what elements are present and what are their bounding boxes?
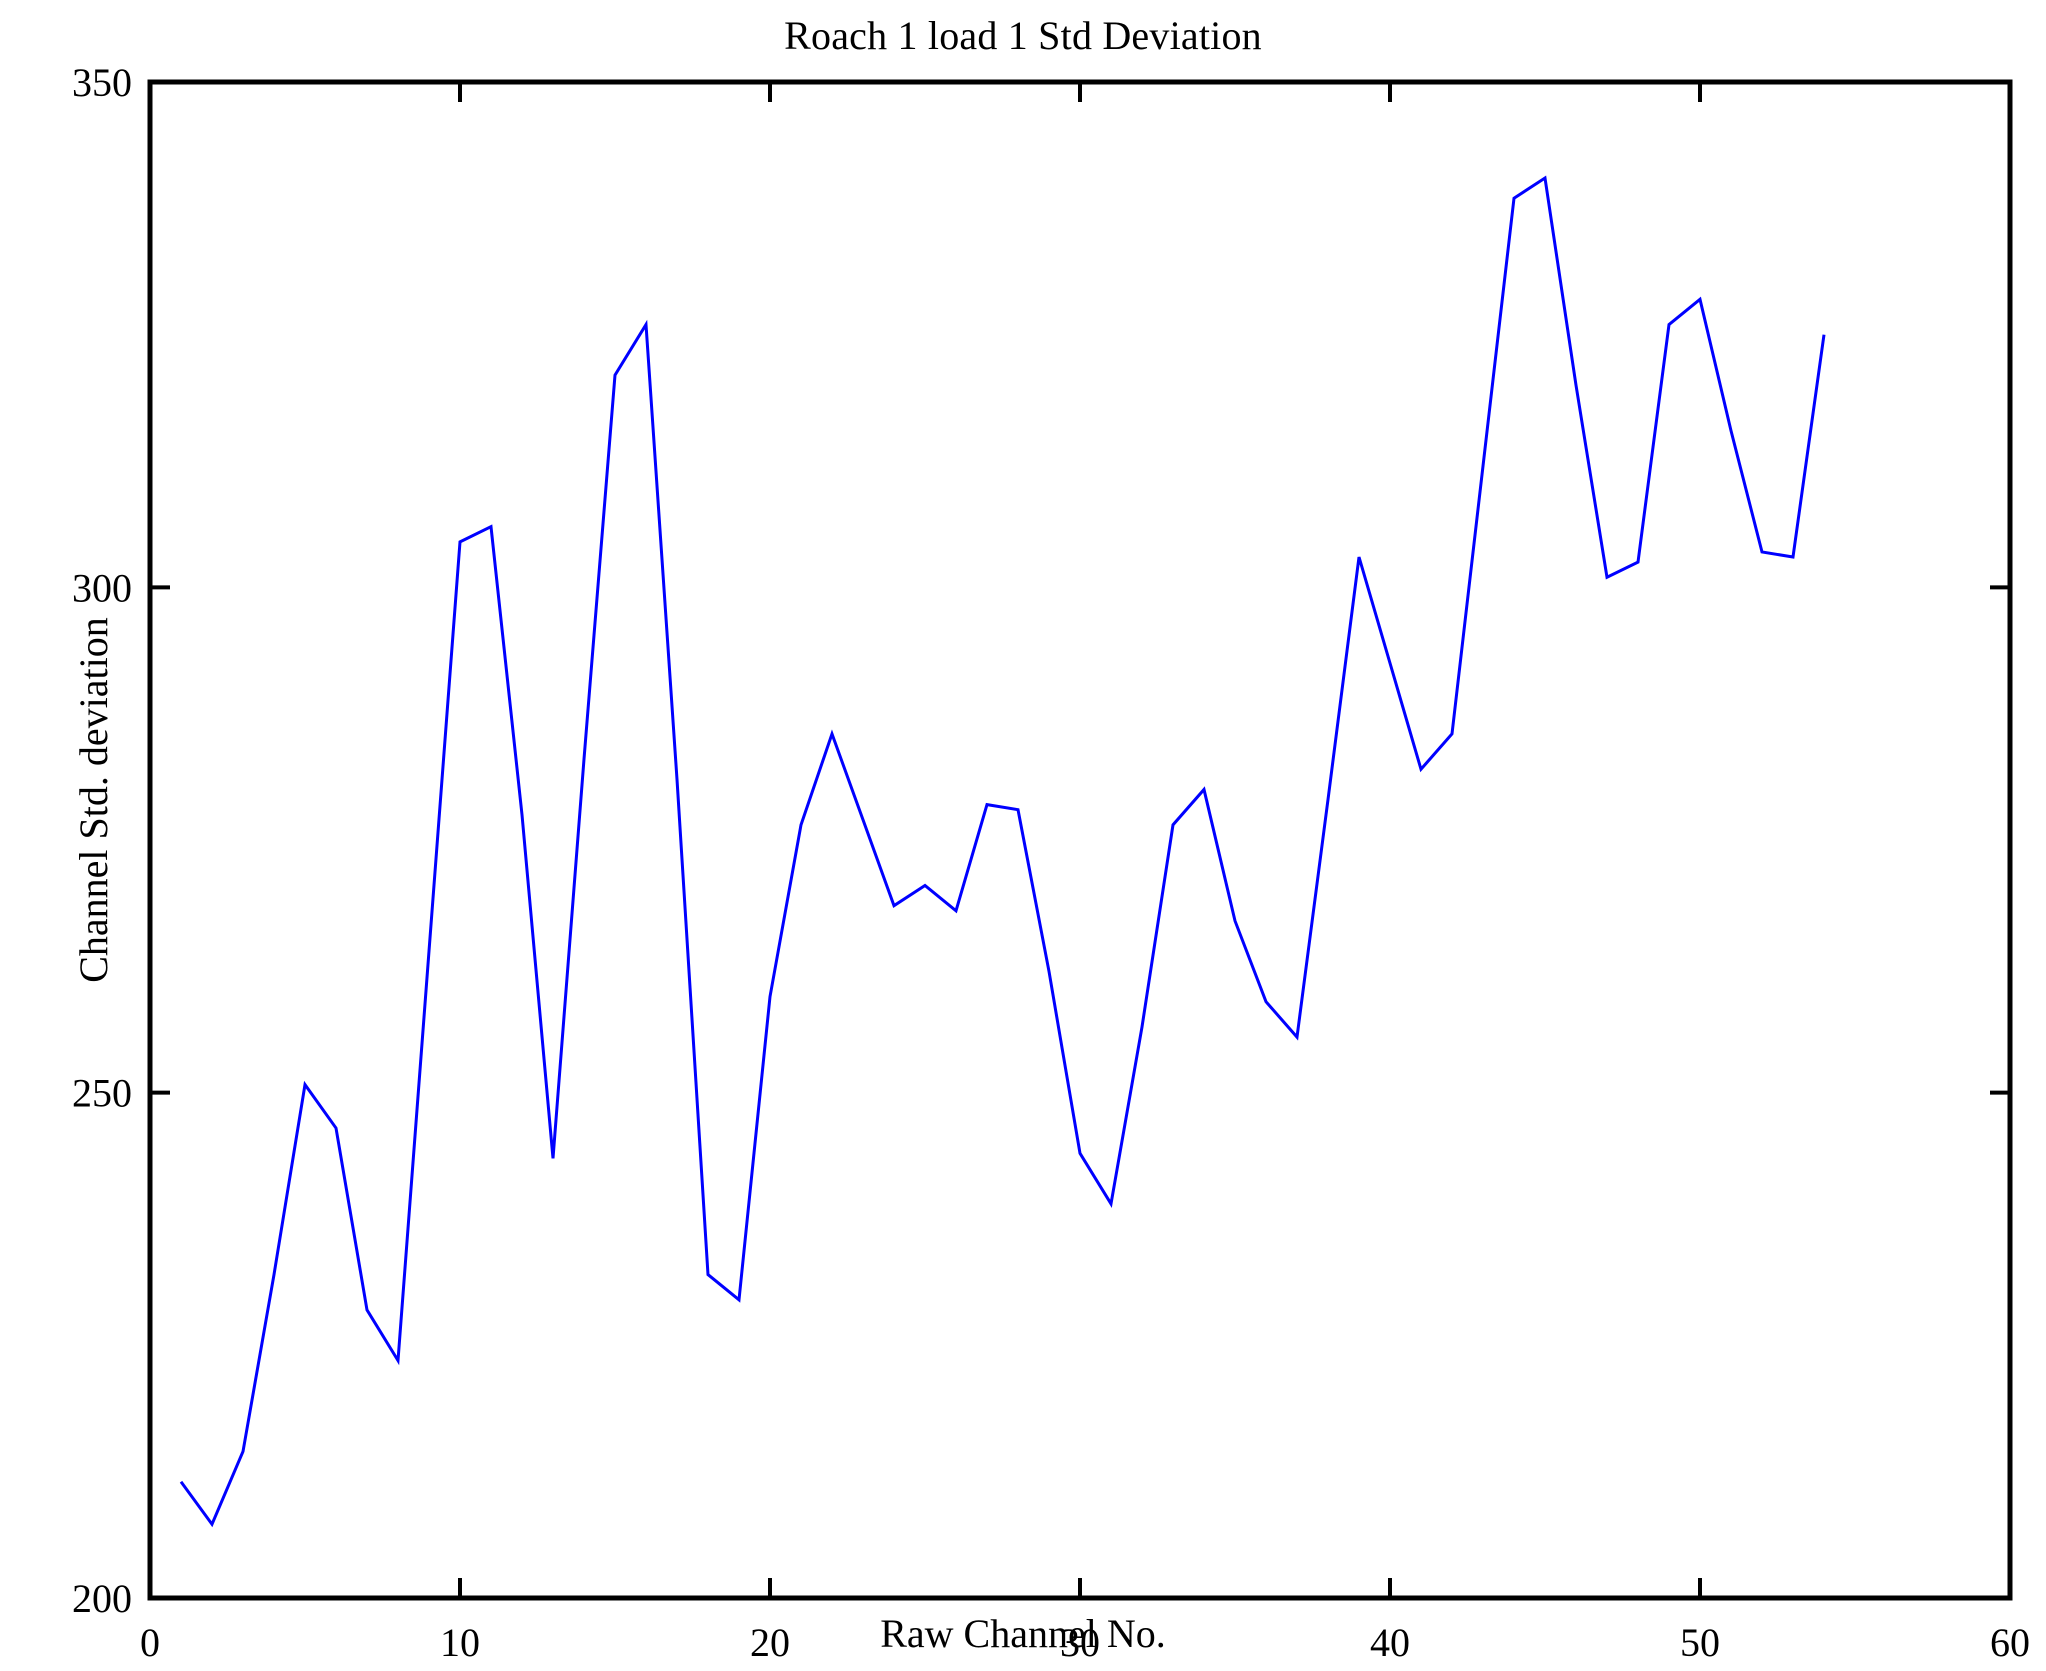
x-tick-label: 40	[1370, 1620, 1410, 1665]
y-axis-label: Channel Std. deviation	[71, 617, 116, 983]
y-tick-labels: 200 250 300 350	[72, 60, 132, 1621]
x-axis-label: Raw Channel No.	[880, 1611, 1166, 1656]
data-series-line	[179, 175, 1826, 1528]
chart-title: Roach 1 load 1 Std Deviation	[784, 13, 1262, 58]
plot-frame-box	[147, 79, 2013, 1601]
y-tick-label: 300	[72, 565, 132, 610]
x-tick-label: 30	[1060, 1620, 1100, 1665]
y-tick-label: 250	[72, 1071, 132, 1116]
x-tick-label: 0	[140, 1620, 160, 1665]
x-tick-label: 60	[1990, 1620, 2030, 1665]
y-tick-marks	[150, 585, 2010, 1095]
axes-frame	[147, 79, 2013, 1601]
x-tick-label: 20	[750, 1620, 790, 1665]
x-tick-marks	[458, 82, 1702, 1598]
y-tick-label: 350	[72, 60, 132, 105]
y-tick-label: 200	[72, 1576, 132, 1621]
x-tick-label: 50	[1680, 1620, 1720, 1665]
x-tick-labels: 0 10 20 30 40 50 60	[140, 1620, 2030, 1665]
x-tick-label: 10	[440, 1620, 480, 1665]
